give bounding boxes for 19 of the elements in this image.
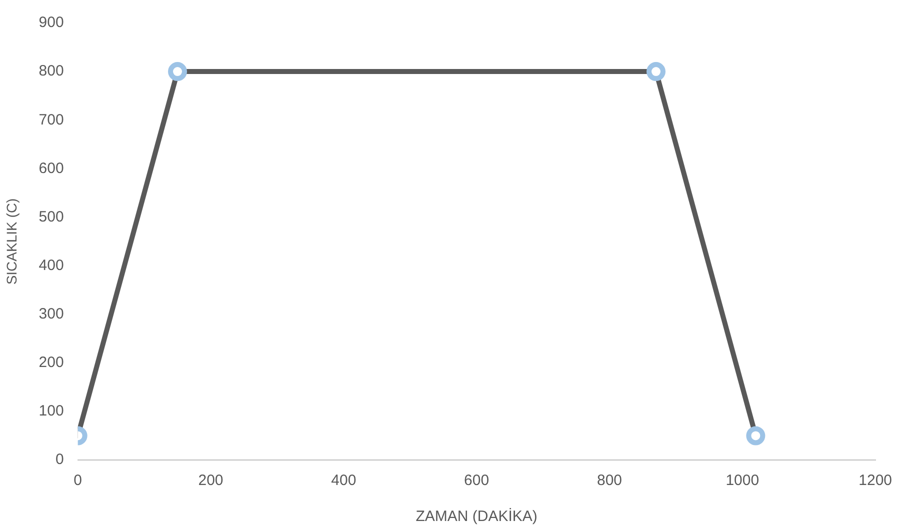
- y-tick-label: 500: [38, 208, 64, 226]
- y-tick-label: 100: [38, 402, 64, 420]
- x-tick-label: 0: [74, 472, 82, 490]
- x-tick-label: 1000: [726, 472, 760, 490]
- y-tick-label: 700: [38, 111, 64, 128]
- x-axis-title: ZAMAN (DAKİKA): [416, 507, 538, 526]
- x-tick-label: 400: [331, 472, 356, 490]
- y-tick-label: 200: [38, 354, 64, 372]
- x-tick-label: 200: [198, 472, 224, 490]
- y-tick-label: 0: [55, 451, 64, 468]
- x-tick-label: 800: [596, 472, 622, 490]
- y-tick-label: 600: [38, 160, 64, 177]
- x-tick-label: 1200: [858, 472, 892, 490]
- x-tick-label: 600: [464, 472, 490, 490]
- y-tick-label: 900: [38, 14, 64, 32]
- y-tick-label: 800: [38, 62, 64, 80]
- y-axis-title: SICAKLIK (C): [3, 198, 20, 285]
- y-tick-label: 300: [38, 305, 64, 322]
- y-tick-label: 400: [38, 256, 64, 274]
